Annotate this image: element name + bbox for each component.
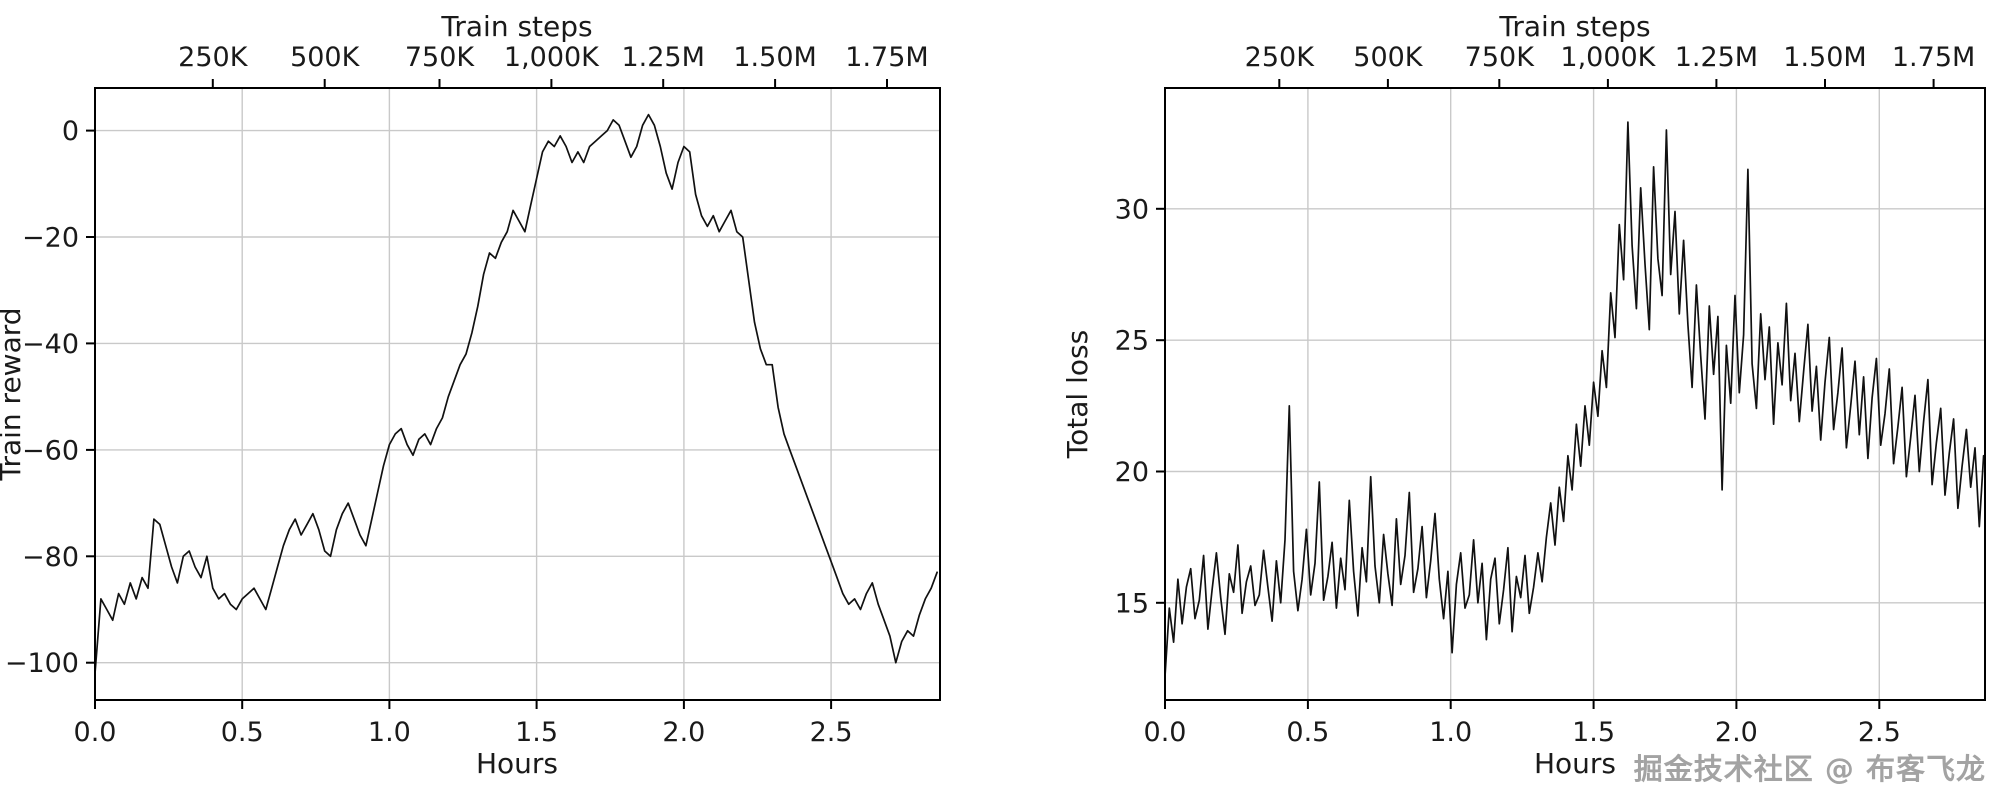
- top-tick-label: 500K: [290, 42, 361, 73]
- train-reward-line: [94, 113, 938, 675]
- left-x-axis-label: Hours: [476, 747, 558, 780]
- watermark: 掘金技术社区 @ 布客飞龙: [1633, 752, 1986, 786]
- y-tick-label: −100: [5, 648, 79, 679]
- x-tick-label: 1.5: [1572, 717, 1615, 748]
- top-tick-label: 750K: [405, 42, 476, 73]
- top-tick-label: 500K: [1353, 42, 1424, 73]
- total-loss-line: [1164, 121, 1985, 678]
- left-y-axis-label: Train reward: [0, 307, 27, 481]
- x-tick-label: 0.0: [74, 717, 117, 748]
- top-tick-label: 1.25M: [621, 42, 704, 73]
- y-tick-label: −60: [22, 435, 79, 466]
- x-tick-label: 2.5: [810, 717, 853, 748]
- plot-frame: [94, 87, 941, 701]
- top-tick-label: 1.25M: [1675, 42, 1758, 73]
- plot-frame: [1164, 87, 1986, 701]
- x-tick-label: 0.5: [221, 717, 264, 748]
- train-reward-chart: 0.0 0.5 1.0 1.5 2.0 2.5 0 −20 −40 −60 −80 −100 250K 5…: [5, 42, 941, 748]
- right-y-axis-label: Total loss: [1061, 330, 1094, 459]
- top-tick-label: 750K: [1465, 42, 1536, 73]
- top-tick-label: 1.50M: [1783, 42, 1866, 73]
- x-tick-label: 2.5: [1858, 717, 1901, 748]
- x-tick-label: 1.5: [515, 717, 558, 748]
- x-tick-label: 1.0: [368, 717, 411, 748]
- total-loss-chart: 0.0 0.5 1.0 1.5 2.0 2.5 15 20 25 30 250K 500K 750K 1,…: [1115, 42, 1986, 748]
- y-tick-label: −80: [22, 542, 79, 573]
- right-x-axis-label: Hours: [1534, 747, 1616, 780]
- top-tick-label: 250K: [178, 42, 249, 73]
- y-tick-label: 30: [1115, 194, 1149, 225]
- y-tick-label: −40: [22, 329, 79, 360]
- top-tick-label: 1,000K: [504, 42, 600, 73]
- top-tick-label: 1.50M: [733, 42, 816, 73]
- x-tick-label: 2.0: [662, 717, 705, 748]
- y-tick-label: 25: [1115, 326, 1149, 357]
- y-tick-label: 20: [1115, 457, 1149, 488]
- y-tick-label: 15: [1115, 588, 1149, 619]
- x-tick-label: 2.0: [1715, 717, 1758, 748]
- x-tick-label: 1.0: [1429, 717, 1472, 748]
- top-tick-label: 250K: [1245, 42, 1316, 73]
- y-tick-label: −20: [22, 223, 79, 254]
- top-tick-label: 1,000K: [1560, 42, 1656, 73]
- y-tick-label: 0: [62, 116, 79, 147]
- x-tick-label: 0.0: [1144, 717, 1187, 748]
- top-tick-label: 1.75M: [845, 42, 928, 73]
- right-top-axis-label: Train steps: [1498, 10, 1650, 43]
- x-tick-label: 0.5: [1286, 717, 1329, 748]
- top-tick-label: 1.75M: [1892, 42, 1975, 73]
- left-top-axis-label: Train steps: [440, 10, 592, 43]
